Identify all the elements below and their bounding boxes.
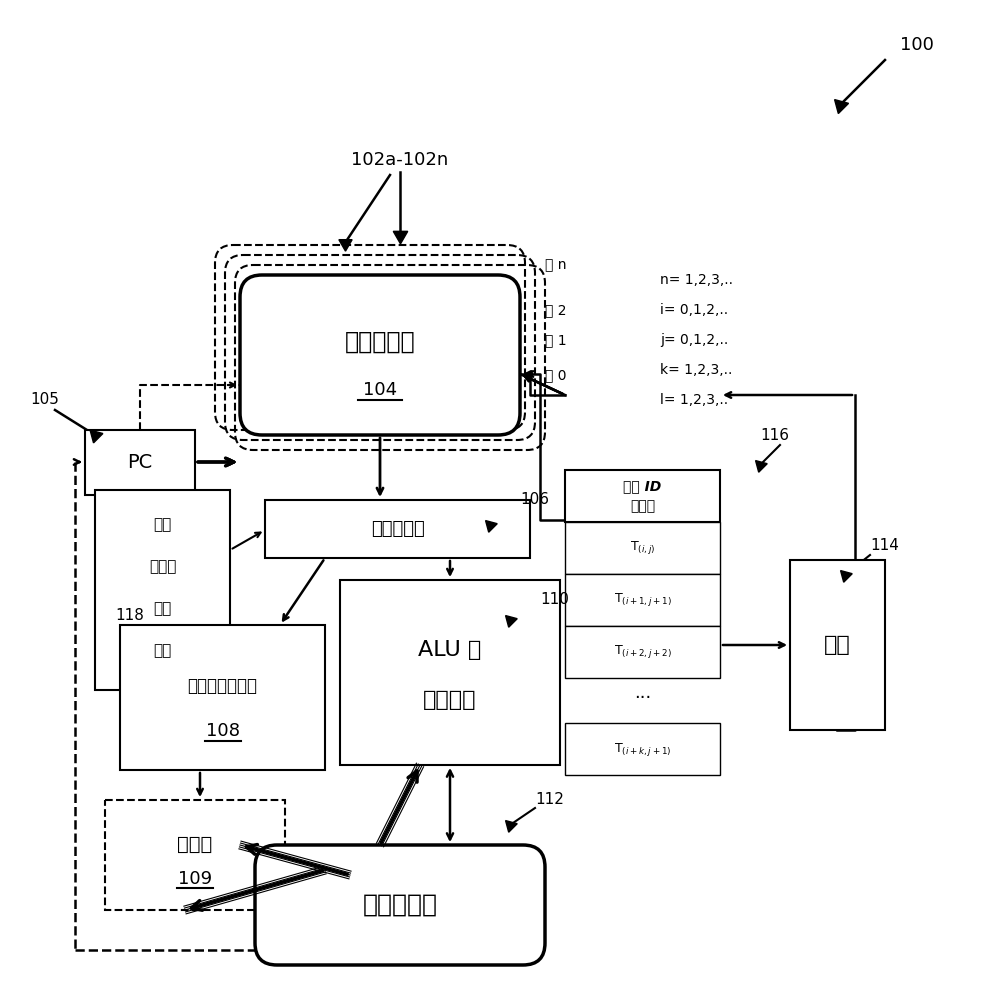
Text: 库 2: 库 2 xyxy=(544,303,566,317)
Text: 110: 110 xyxy=(539,592,568,607)
Text: 指令存储器: 指令存储器 xyxy=(344,330,415,354)
Text: 112: 112 xyxy=(534,792,563,808)
Text: 108: 108 xyxy=(205,722,240,740)
Text: l= 1,2,3,..: l= 1,2,3,.. xyxy=(660,393,728,407)
Bar xyxy=(85,430,195,495)
Text: i= 0,1,2,..: i= 0,1,2,.. xyxy=(660,303,728,317)
Text: n= 1,2,3,..: n= 1,2,3,.. xyxy=(660,273,733,287)
Text: j= 0,1,2,..: j= 0,1,2,.. xyxy=(660,333,728,347)
Text: 指令: 指令 xyxy=(153,518,172,532)
Text: 106: 106 xyxy=(520,492,548,508)
Text: 104: 104 xyxy=(363,381,396,399)
Text: 逻辑: 逻辑 xyxy=(153,644,172,658)
Text: 矢量单元: 矢量单元 xyxy=(423,690,476,710)
Text: k= 1,2,3,..: k= 1,2,3,.. xyxy=(660,363,732,377)
Text: 库 n: 库 n xyxy=(544,258,566,272)
Text: 118: 118 xyxy=(115,607,144,622)
Text: PC: PC xyxy=(127,453,153,472)
Text: 寄存器: 寄存器 xyxy=(629,499,655,513)
Bar xyxy=(564,470,719,522)
Bar xyxy=(564,522,719,574)
Bar xyxy=(564,626,719,678)
Text: 线程 ID: 线程 ID xyxy=(623,479,661,493)
Text: 库 1: 库 1 xyxy=(544,333,566,347)
Text: ...: ... xyxy=(633,684,651,702)
Text: T$_{(i+k,j+1)}$: T$_{(i+k,j+1)}$ xyxy=(613,740,670,758)
Bar xyxy=(95,490,230,690)
Text: 105: 105 xyxy=(30,392,59,408)
Text: T$_{(i+2,j+2)}$: T$_{(i+2,j+2)}$ xyxy=(613,644,670,660)
Text: 114: 114 xyxy=(869,538,898,552)
Bar xyxy=(564,723,719,775)
Bar xyxy=(120,625,324,770)
Text: 100: 100 xyxy=(899,36,933,54)
Bar xyxy=(564,574,719,626)
Bar xyxy=(264,500,529,558)
Text: 库 0: 库 0 xyxy=(544,368,566,382)
FancyBboxPatch shape xyxy=(240,275,520,435)
Text: T$_{(i+1,j+1)}$: T$_{(i+1,j+1)}$ xyxy=(613,591,670,608)
Text: 102a-102n: 102a-102n xyxy=(351,151,449,169)
Text: 指令解码器: 指令解码器 xyxy=(371,520,424,538)
Text: ALU 和: ALU 和 xyxy=(418,640,481,660)
Text: 程序分支控制器: 程序分支控制器 xyxy=(187,677,257,695)
Text: 预测: 预测 xyxy=(153,601,172,616)
Text: T$_{(i,j)}$: T$_{(i,j)}$ xyxy=(629,540,655,556)
Text: 116: 116 xyxy=(759,428,788,442)
Text: 有效性: 有效性 xyxy=(149,560,176,574)
Bar xyxy=(339,580,559,765)
Bar xyxy=(105,800,285,910)
Text: 接口: 接口 xyxy=(823,635,850,655)
Bar xyxy=(789,560,884,730)
Text: 寄存器: 寄存器 xyxy=(177,834,212,854)
Text: 数据存储器: 数据存储器 xyxy=(362,893,437,917)
FancyBboxPatch shape xyxy=(254,845,544,965)
Text: 109: 109 xyxy=(177,870,212,888)
